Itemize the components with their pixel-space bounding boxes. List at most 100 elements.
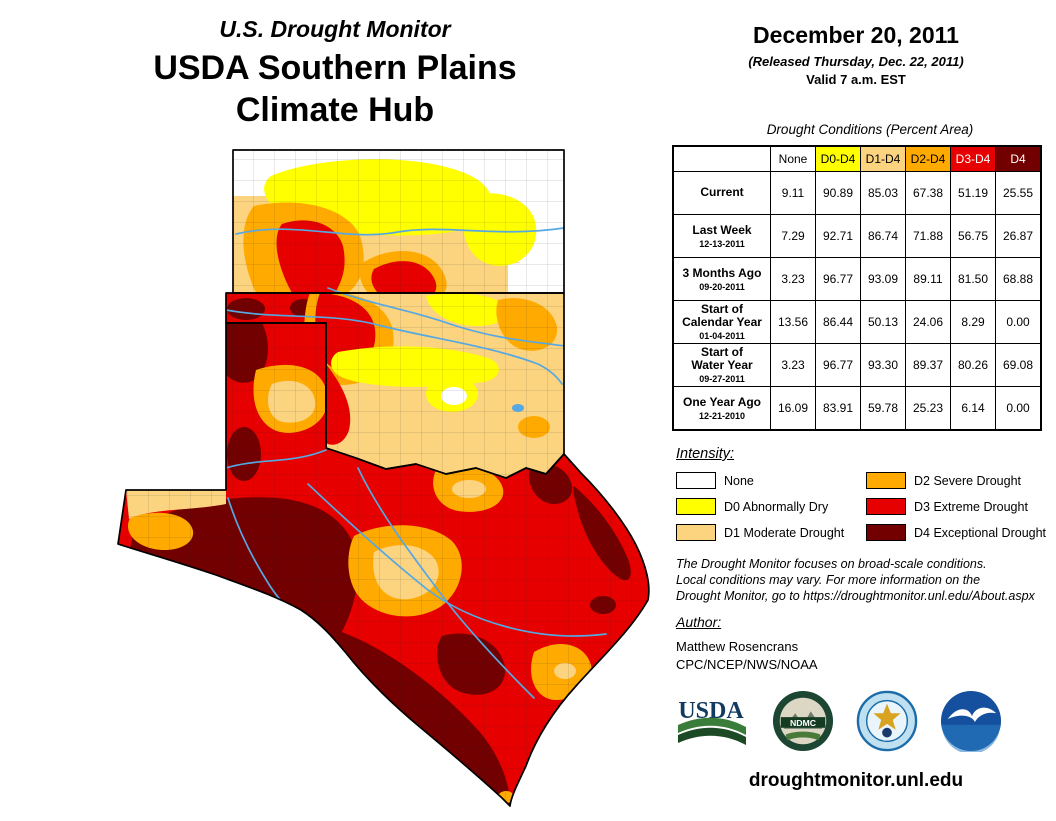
river — [225, 309, 563, 385]
hub-title-line2: Climate Hub — [235, 91, 435, 129]
table-row-current: Current 9.11 90.89 85.03 67.38 51.19 25.… — [672, 171, 1042, 215]
cell-value: 67.38 — [905, 171, 951, 215]
ndmc-ground — [785, 731, 821, 741]
row-label-cell: Start of Calendar Year 01-04-2011 — [672, 300, 771, 344]
table-row-one-year-ago: One Year Ago 12-21-2010 16.09 83.91 59.7… — [672, 386, 1042, 431]
cell-value: 8.29 — [950, 300, 996, 344]
author-name: Matthew Rosencrans — [676, 639, 799, 654]
cell-value: 83.91 — [815, 386, 861, 431]
column-header-none: None — [770, 145, 816, 172]
cell-value: 59.78 — [860, 386, 906, 431]
drought-map-svg — [117, 149, 650, 807]
noaa-logo — [940, 690, 1002, 752]
cell-value: 71.88 — [905, 214, 951, 258]
cell-value: 56.75 — [950, 214, 996, 258]
table-row-last-week: Last Week 12-13-2011 7.29 92.71 86.74 71… — [672, 214, 1042, 258]
cell-value: 24.06 — [905, 300, 951, 344]
cell-value: 90.89 — [815, 171, 861, 215]
legend-item-d2: D2 Severe Drought — [866, 472, 1048, 489]
cell-value: 0.00 — [995, 386, 1042, 431]
date-block: December 20, 2011 (Released Thursday, De… — [672, 22, 1040, 87]
author-block: Author: Matthew Rosencrans CPC/NCEP/NWS/… — [676, 614, 818, 674]
county-grid — [118, 150, 649, 806]
row-sub-date: 09-20-2011 — [699, 281, 745, 292]
disclaimer-line: Drought Monitor, go to https://droughtmo… — [676, 589, 1035, 603]
d3-swatch — [866, 498, 906, 515]
legend-column-right: D2 Severe Drought D3 Extreme Drought D4 … — [866, 472, 1048, 541]
row-sub-date: 12-21-2010 — [698, 410, 746, 421]
released-date: (Released Thursday, Dec. 22, 2011) — [748, 54, 964, 69]
usda-swoosh-dark — [678, 727, 746, 745]
cell-value: 69.08 — [995, 343, 1042, 387]
hub-title-line1: USDA Southern Plains — [153, 49, 517, 87]
legend-item-none: None — [676, 472, 852, 489]
row-label: Start of Calendar Year — [682, 302, 762, 329]
legend-item-d4: D4 Exceptional Drought — [866, 524, 1048, 541]
column-header-d1-d4: D1-D4 — [860, 145, 906, 172]
cell-value: 25.55 — [995, 171, 1042, 215]
row-label-cell: Start of Water Year 09-27-2011 — [672, 343, 771, 387]
row-label-cell: 3 Months Ago 09-20-2011 — [672, 257, 771, 301]
cell-value: 13.56 — [770, 300, 816, 344]
ndmc-banner — [780, 717, 826, 728]
d2-swatch — [866, 472, 906, 489]
column-header-d4: D4 — [995, 145, 1042, 172]
rivers — [225, 227, 607, 699]
d1-swatch — [676, 524, 716, 541]
cell-value: 92.71 — [815, 214, 861, 258]
cell-value: 86.74 — [860, 214, 906, 258]
lake — [512, 404, 524, 412]
cell-value: 80.26 — [950, 343, 996, 387]
cell-value: 6.14 — [950, 386, 996, 431]
table-title: Drought Conditions (Percent Area) — [766, 122, 974, 137]
cell-value: 89.37 — [905, 343, 951, 387]
row-sub-date: 09-27-2011 — [699, 374, 745, 384]
row-sub-date: 01-04-2011 — [699, 331, 745, 341]
footer-url: droughtmonitor.unl.edu — [748, 770, 964, 791]
commerce-eagle — [873, 703, 901, 730]
cell-value: 26.87 — [995, 214, 1042, 258]
river — [327, 287, 565, 347]
disclaimer-line: The Drought Monitor focuses on broad-sca… — [676, 557, 987, 571]
table-header-row: None D0-D4 D1-D4 D2-D4 D3-D4 D4 — [672, 145, 1042, 172]
cell-value: 96.77 — [815, 257, 861, 301]
legend-item-d3: D3 Extreme Drought — [866, 498, 1048, 515]
usda-logo: USDA — [678, 698, 746, 745]
cell-value: 93.09 — [860, 257, 906, 301]
ndmc-logo: NDMC — [772, 690, 834, 752]
cell-value: 85.03 — [860, 171, 906, 215]
row-label: Current — [700, 184, 744, 199]
noaa-bird — [947, 707, 997, 722]
drought-conditions-table: None D0-D4 D1-D4 D2-D4 D3-D4 D4 Current … — [672, 145, 1042, 431]
agency-logos: USDA NDMC — [672, 690, 1002, 752]
author-heading: Author: — [676, 614, 722, 630]
cell-value: 50.13 — [860, 300, 906, 344]
river — [357, 467, 535, 699]
author-org: CPC/NCEP/NWS/NOAA — [676, 657, 818, 672]
row-label-cell: Last Week 12-13-2011 — [672, 214, 771, 258]
legend-label: D2 Severe Drought — [914, 473, 1022, 488]
intensity-legend: Intensity: None D0 Abnormally Dry D1 Mod… — [676, 446, 1048, 541]
column-header-d3-d4: D3-D4 — [950, 145, 996, 172]
legend-label: None — [724, 473, 754, 488]
commerce-emblem — [882, 727, 892, 738]
cell-value: 3.23 — [770, 343, 816, 387]
column-header-d0-d4: D0-D4 — [815, 145, 861, 172]
legend-label: D0 Abnormally Dry — [724, 499, 829, 514]
disclaimer-line: Local conditions may vary. For more info… — [676, 573, 981, 587]
drought-map — [106, 138, 666, 816]
monitor-title: U.S. Drought Monitor — [219, 16, 451, 42]
report-date: December 20, 2011 — [753, 22, 959, 48]
table-row-3-months-ago: 3 Months Ago 09-20-2011 3.23 96.77 93.09… — [672, 257, 1042, 301]
table-row-start-water-year: Start of Water Year 09-27-2011 3.23 96.7… — [672, 343, 1042, 387]
d0-swatch — [676, 498, 716, 515]
legend-label: D4 Exceptional Drought — [914, 525, 1047, 540]
cell-value: 81.50 — [950, 257, 996, 301]
river — [235, 227, 565, 236]
legend-columns: None D0 Abnormally Dry D1 Moderate Droug… — [676, 472, 1048, 541]
legend-item-d0: D0 Abnormally Dry — [676, 498, 852, 515]
river — [307, 483, 607, 637]
row-label: 3 Months Ago — [682, 265, 762, 280]
cell-value: 89.11 — [905, 257, 951, 301]
